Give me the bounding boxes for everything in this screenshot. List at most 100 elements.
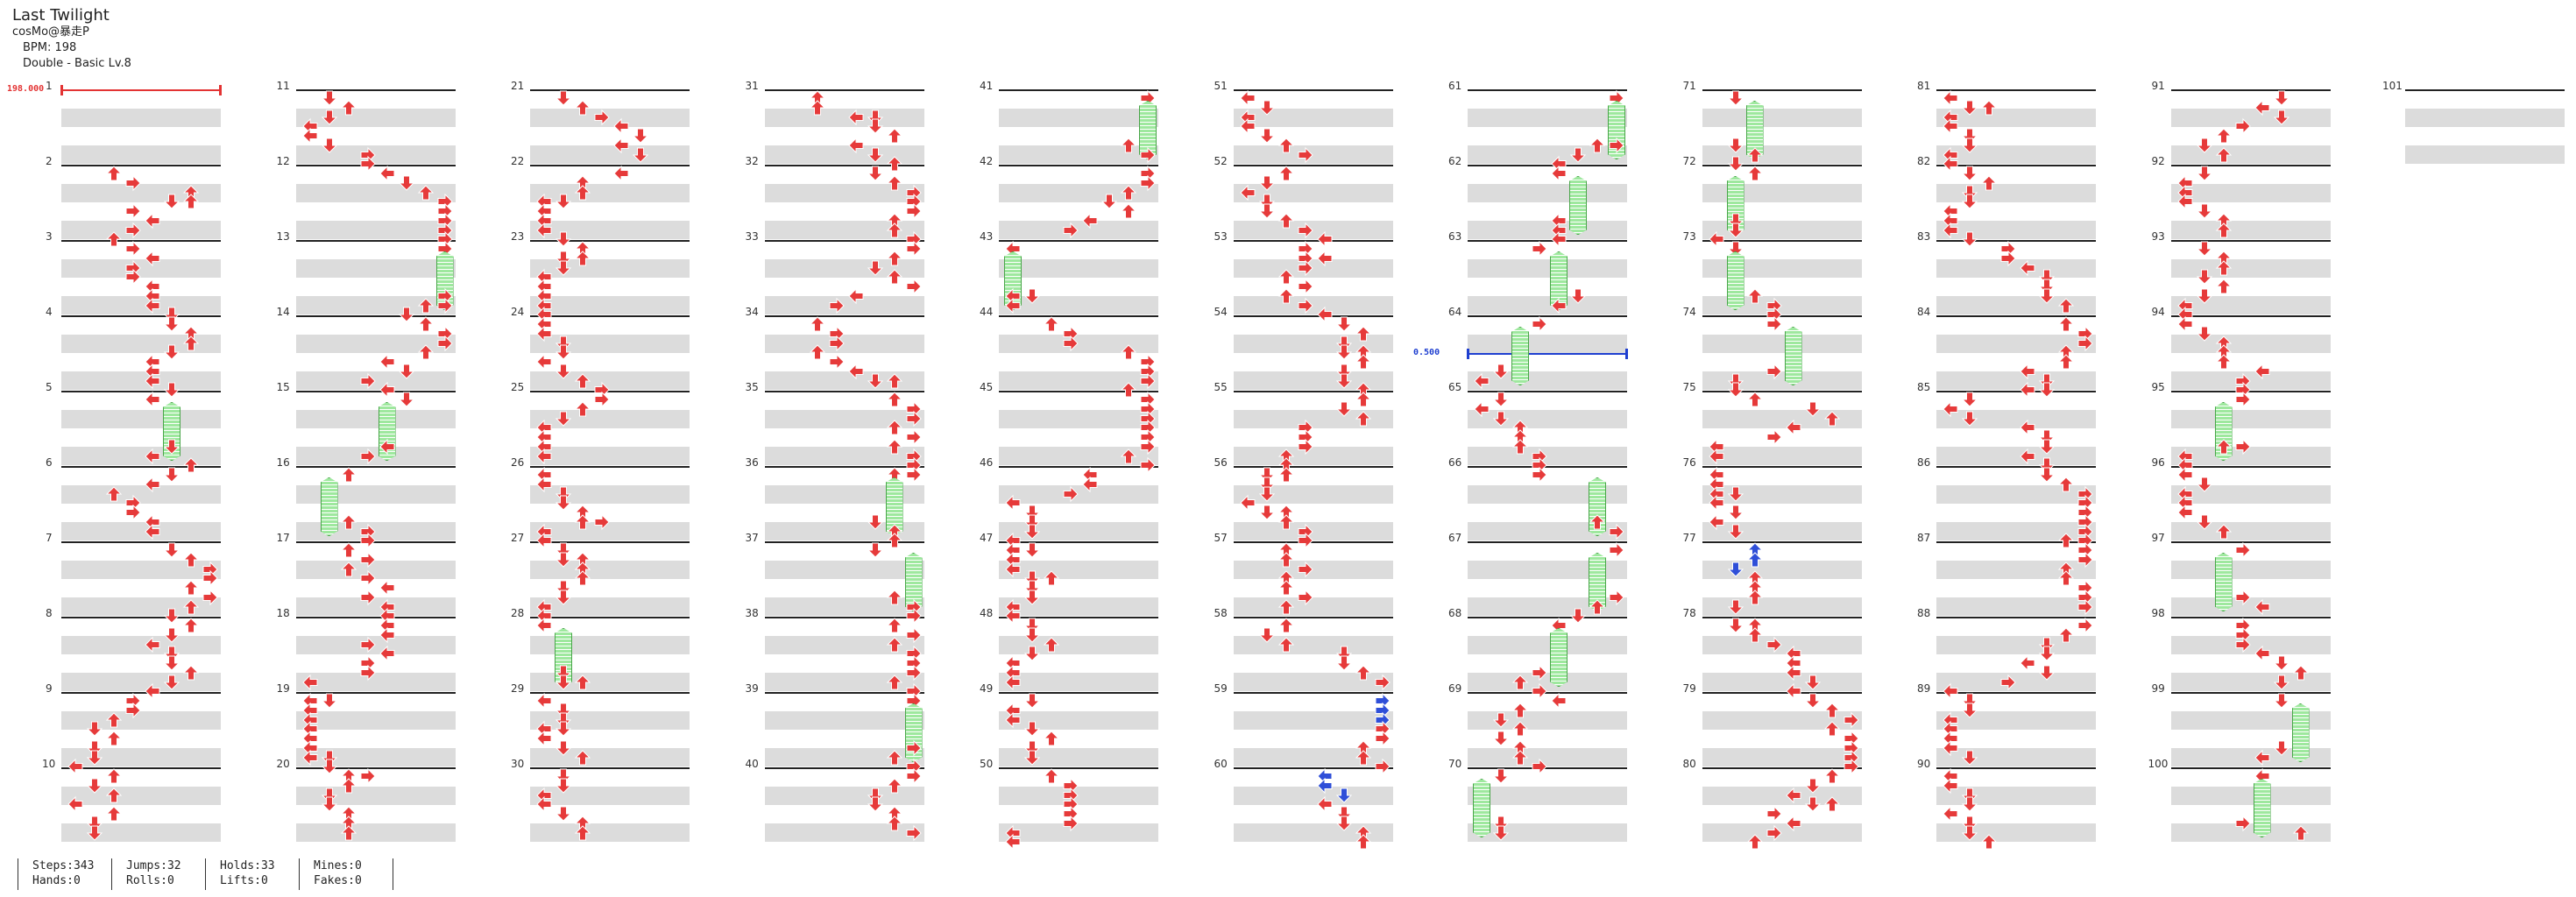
note-arrow-426 [1277,636,1294,652]
note-arrow-20 [163,344,180,360]
note-arrow-424 [1277,618,1294,633]
measure-number: 94 [2151,306,2165,318]
note-arrow-711 [2235,815,2251,831]
measure-number: 31 [745,80,759,92]
beat-stripe [61,296,221,314]
beat-stripe [1936,371,2096,390]
beat-stripe [1702,673,1862,691]
beat-stripe [1936,485,2096,504]
measure-number: 42 [980,155,994,167]
note-arrow-476 [1532,466,1547,484]
beat-stripe [1233,561,1393,579]
bpm-change-label: 0.500 [1413,348,1440,357]
hold-note-465 [1511,327,1529,386]
note-arrow-579 [1961,166,1978,181]
beat-stripe [1702,636,1862,654]
note-arrow-335 [1023,542,1041,558]
note-arrow-225 [867,118,883,134]
beat-stripe [295,109,456,127]
beat-stripe [764,410,924,428]
note-arrow-229 [886,156,902,172]
measure-number: 58 [1214,607,1228,619]
note-arrow-539 [1727,562,1744,577]
measure-line [999,240,1158,242]
hold-note-106 [321,477,338,537]
note-arrow-354 [1023,721,1041,737]
note-arrow-223 [847,109,863,125]
measure-line [1702,617,1862,618]
beat-stripe [530,109,690,127]
note-arrow-414 [1277,514,1294,530]
beat-stripe [764,296,924,314]
note-arrow-566 [1766,805,1782,823]
measure-line [764,165,924,166]
measure-line [999,391,1158,392]
note-arrow-423 [1277,598,1294,614]
measure-number: 30 [511,758,525,770]
measure-number: 8 [46,607,53,619]
note-arrow-193 [555,552,572,568]
beat-stripe [1468,410,1627,428]
note-arrow-357 [1023,750,1041,766]
note-arrow-307 [1023,288,1041,304]
note-arrow-525 [1785,420,1801,436]
note-arrow-642 [1961,750,1978,766]
beat-stripe [530,522,690,540]
note-arrow-301 [1120,203,1137,219]
note-arrow-628 [2077,617,2093,634]
beat-stripe [999,371,1158,390]
note-arrow-658 [2196,166,2212,181]
note-arrow-161 [574,251,591,266]
beat-stripe [1936,597,2096,616]
stats-group-4: Mines:0 Fakes:0 [299,858,394,890]
note-arrow-651 [2273,90,2289,106]
note-arrow-373 [1277,166,1294,181]
beat-stripe [61,561,221,579]
beat-stripe [764,184,924,202]
note-arrow-134 [321,759,337,774]
measure-line [61,767,221,769]
stats-group-2: Jumps:32 Rolls:0 [111,858,207,890]
measure-number: 90 [1917,758,1931,770]
note-arrow-496 [1511,749,1529,765]
note-arrow-44 [163,608,180,624]
note-arrow-504 [1727,138,1744,153]
beat-stripe [2170,711,2331,730]
beat-stripe [1468,259,1627,278]
beat-stripe [1233,748,1393,766]
beat-stripe [1468,447,1627,465]
beat-stripe [2170,787,2331,805]
measure-number: 69 [1448,682,1462,695]
note-arrow-31 [145,476,160,492]
note-arrow-512 [1727,241,1744,257]
measure-line [999,89,1158,91]
measure-line [2170,315,2331,317]
song-difficulty: Double - Basic Lv.8 [23,57,131,70]
hold-note-518 [1785,327,1802,386]
note-arrow-468 [1492,392,1510,407]
note-arrow-173 [555,364,572,379]
beat-stripe [530,597,690,616]
measure-number: 92 [2151,155,2165,167]
measure-number: 22 [511,155,525,167]
measure-number: 17 [276,532,290,544]
note-arrow-473 [1511,439,1529,455]
measure-number: 73 [1682,230,1696,243]
note-arrow-315 [1140,372,1156,389]
note-arrow-408 [1277,467,1294,483]
measure-number: 50 [980,758,994,770]
measure-number: 98 [2151,607,2165,619]
measure-number: 20 [276,758,290,770]
note-arrow-10 [145,250,160,266]
beat-stripe [1468,711,1627,730]
note-arrow-637 [1961,703,1978,718]
beat-stripe [1936,787,2096,805]
note-arrow-316 [1120,382,1137,398]
hold-note-513 [1727,251,1744,311]
note-arrow-552 [1785,683,1801,700]
measure-line [61,466,221,468]
note-arrow-687 [2176,466,2192,484]
note-arrow-196 [574,570,591,586]
note-arrow-463 [1551,297,1567,314]
note-arrow-75 [360,156,376,173]
